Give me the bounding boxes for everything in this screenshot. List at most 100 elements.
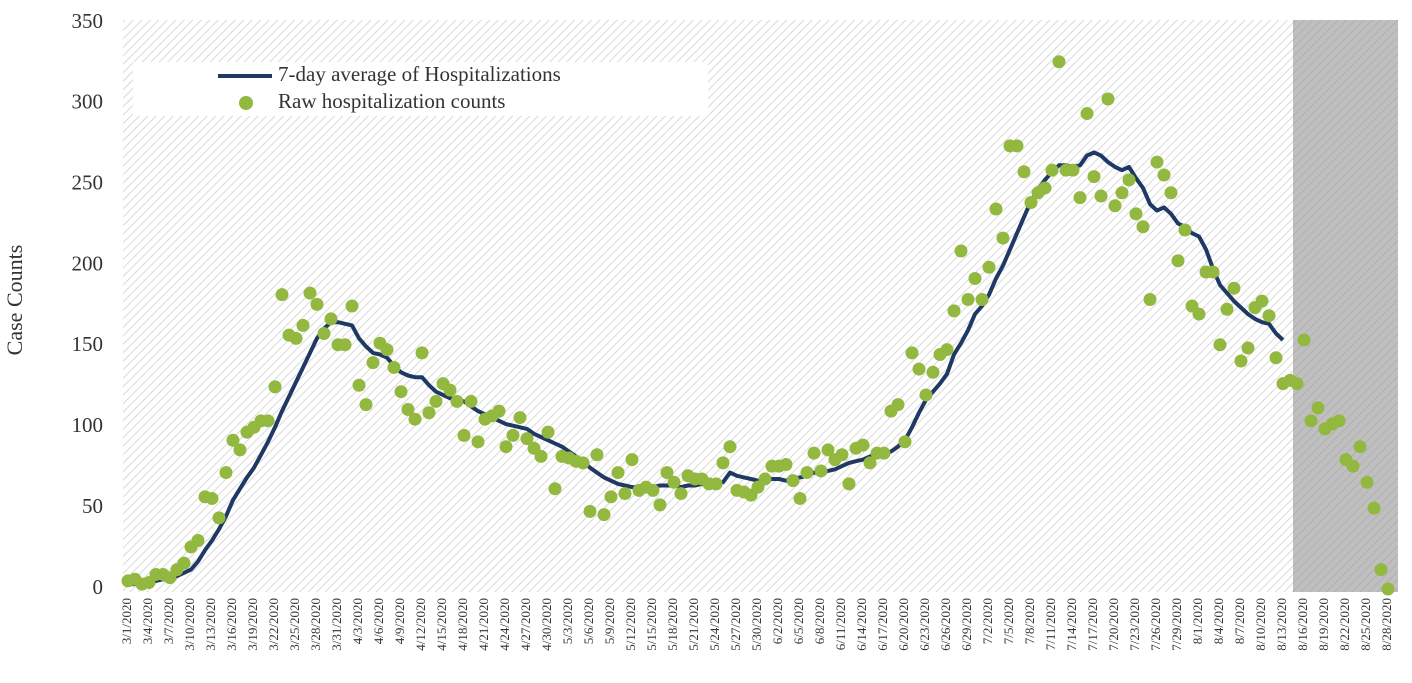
- legend-marker: [239, 96, 253, 110]
- scatter-point: [674, 487, 688, 501]
- scatter-point: [926, 365, 940, 379]
- y-tick-label: 300: [72, 90, 104, 114]
- x-tick-label: 8/16/2020: [1295, 598, 1310, 651]
- scatter-point: [275, 288, 289, 302]
- scatter-point: [1017, 165, 1031, 179]
- scatter-point: [604, 490, 618, 504]
- x-tick-label: 3/13/2020: [203, 598, 218, 651]
- x-tick-label: 6/2/2020: [770, 598, 785, 644]
- scatter-point: [989, 202, 1003, 216]
- scatter-point: [1171, 254, 1185, 268]
- scatter-point: [786, 474, 800, 488]
- x-tick-label: 3/22/2020: [266, 598, 281, 651]
- x-tick-label: 7/2/2020: [980, 598, 995, 644]
- scatter-point: [443, 383, 457, 397]
- scatter-point: [219, 466, 233, 480]
- x-tick-label: 5/15/2020: [644, 598, 659, 651]
- scatter-point: [422, 406, 436, 420]
- x-tick-label: 6/26/2020: [938, 598, 953, 651]
- x-tick-label: 6/17/2020: [875, 598, 890, 651]
- x-tick-label: 4/24/2020: [497, 598, 512, 651]
- scatter-point: [1346, 459, 1360, 473]
- scatter-point: [905, 346, 919, 360]
- scatter-point: [618, 487, 632, 501]
- y-tick-label: 100: [72, 413, 104, 437]
- scatter-point: [1073, 191, 1087, 205]
- x-tick-label: 3/19/2020: [245, 598, 260, 651]
- scatter-point: [324, 312, 338, 326]
- y-tick-label: 50: [82, 494, 103, 518]
- scatter-point: [583, 504, 597, 518]
- x-tick-label: 4/27/2020: [518, 598, 533, 651]
- scatter-point: [940, 343, 954, 357]
- scatter-point: [1262, 309, 1276, 323]
- scatter-point: [492, 404, 506, 418]
- scatter-point: [233, 443, 247, 457]
- scatter-point: [296, 318, 310, 332]
- x-tick-label: 5/6/2020: [581, 598, 596, 644]
- scatter-point: [359, 398, 373, 412]
- scatter-point: [1241, 341, 1255, 355]
- x-tick-label: 8/4/2020: [1211, 598, 1226, 644]
- x-tick-label: 6/8/2020: [812, 598, 827, 644]
- x-tick-label: 7/8/2020: [1022, 598, 1037, 644]
- scatter-point: [1024, 196, 1038, 210]
- scatter-point: [1115, 186, 1129, 200]
- scatter-point: [947, 304, 961, 318]
- scatter-point: [1367, 501, 1381, 515]
- scatter-point: [401, 402, 415, 416]
- scatter-point: [961, 293, 975, 307]
- y-tick-label: 350: [72, 9, 104, 33]
- scatter-point: [1360, 475, 1374, 489]
- scatter-point: [597, 508, 611, 522]
- scatter-point: [261, 414, 275, 428]
- scatter-point: [646, 483, 660, 497]
- scatter-point: [457, 428, 471, 442]
- scatter-point: [716, 456, 730, 470]
- scatter-point: [814, 464, 828, 478]
- x-tick-label: 3/1/2020: [119, 598, 134, 644]
- scatter-point: [793, 491, 807, 505]
- scatter-point: [366, 356, 380, 370]
- scatter-point: [506, 428, 520, 442]
- scatter-point: [1101, 92, 1115, 106]
- scatter-point: [1297, 333, 1311, 347]
- scatter-point: [653, 498, 667, 512]
- scatter-point: [513, 411, 527, 425]
- scatter-point: [1136, 220, 1150, 234]
- x-tick-label: 7/29/2020: [1169, 598, 1184, 651]
- scatter-point: [1178, 223, 1192, 237]
- scatter-point: [520, 432, 534, 446]
- x-tick-label: 6/23/2020: [917, 598, 932, 651]
- x-tick-label: 7/23/2020: [1127, 598, 1142, 651]
- scatter-point: [499, 440, 513, 454]
- x-tick-label: 6/20/2020: [896, 598, 911, 651]
- x-tick-label: 4/12/2020: [413, 598, 428, 651]
- x-tick-label: 5/9/2020: [602, 598, 617, 644]
- x-tick-label: 4/18/2020: [455, 598, 470, 651]
- scatter-point: [1038, 181, 1052, 195]
- scatter-point: [863, 456, 877, 470]
- scatter-point: [800, 466, 814, 480]
- scatter-point: [1255, 294, 1269, 308]
- x-tick-label: 8/28/2020: [1379, 598, 1394, 651]
- x-tick-label: 7/17/2020: [1085, 598, 1100, 651]
- legend-box: [133, 62, 708, 116]
- x-tick-label: 5/3/2020: [560, 598, 575, 644]
- x-tick-label: 6/29/2020: [959, 598, 974, 651]
- legend-label: Raw hospitalization counts: [278, 89, 505, 113]
- x-tick-label: 3/16/2020: [224, 598, 239, 651]
- x-tick-label: 5/12/2020: [623, 598, 638, 651]
- x-tick-label: 4/30/2020: [539, 598, 554, 651]
- scatter-point: [1087, 170, 1101, 184]
- scatter-point: [1143, 293, 1157, 307]
- scatter-point: [968, 272, 982, 286]
- x-tick-label: 3/10/2020: [182, 598, 197, 651]
- x-tick-label: 4/15/2020: [434, 598, 449, 651]
- x-tick-label: 5/27/2020: [728, 598, 743, 651]
- scatter-point: [709, 477, 723, 491]
- scatter-point: [1374, 563, 1388, 577]
- scatter-point: [835, 448, 849, 462]
- x-tick-label: 8/19/2020: [1316, 598, 1331, 651]
- scatter-point: [464, 394, 478, 408]
